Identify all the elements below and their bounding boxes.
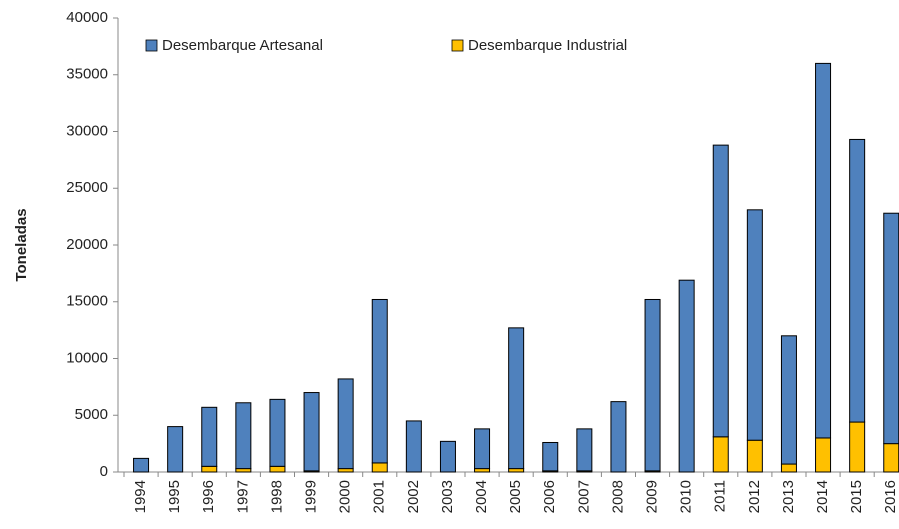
x-tick-label: 1998 — [268, 480, 285, 513]
bar-segment — [883, 212, 899, 445]
bar-segment — [371, 298, 388, 464]
bar-segment — [474, 468, 491, 473]
y-tick-label: 30000 — [66, 122, 108, 139]
bar-segment — [746, 439, 763, 473]
bar-segment — [133, 457, 150, 473]
bar-segment — [542, 441, 559, 472]
bar-segment — [235, 468, 252, 473]
bar-segment — [337, 468, 354, 473]
x-tick-label: 2014 — [814, 480, 831, 513]
y-tick-label: 25000 — [66, 179, 108, 196]
x-tick-label: 2007 — [575, 480, 592, 513]
bar-segment — [849, 138, 866, 423]
y-axis-label: Toneladas — [13, 208, 30, 281]
bar-segment — [337, 378, 354, 470]
x-tick-label: 2002 — [405, 480, 422, 513]
x-tick-label: 1997 — [234, 480, 251, 513]
x-tick-label: 2006 — [541, 480, 558, 513]
y-tick-label: 40000 — [66, 9, 108, 26]
x-tick-label: 2000 — [337, 480, 354, 513]
x-tick-label: 2003 — [439, 480, 456, 513]
bar-segment — [883, 443, 899, 473]
bar-segment — [201, 406, 218, 467]
y-tick-label: 20000 — [66, 236, 108, 253]
bar-segment — [371, 462, 388, 473]
legend-swatch — [145, 39, 158, 52]
x-tick-label: 1999 — [303, 480, 320, 513]
x-tick-label: 2001 — [371, 480, 388, 513]
bar-segment — [815, 437, 832, 473]
legend-label: Desembarque Industrial — [468, 37, 627, 54]
bar-segment — [678, 279, 695, 473]
x-tick-label: 1994 — [132, 480, 149, 513]
x-tick-label: 2009 — [644, 480, 661, 513]
bar-segment — [303, 392, 320, 472]
y-tick-label: 5000 — [75, 406, 108, 423]
legend-label: Desembarque Artesanal — [162, 37, 323, 54]
bar-segment — [780, 463, 797, 473]
x-tick-label: 2015 — [848, 480, 865, 513]
x-tick-label: 2011 — [712, 480, 729, 512]
x-tick-label: 2008 — [609, 480, 626, 513]
bar-segment — [269, 465, 286, 473]
bar-segment — [235, 402, 252, 470]
bar-segment — [576, 428, 593, 472]
bar-segment — [201, 465, 218, 473]
bar-segment — [712, 144, 729, 438]
x-tick-label: 2004 — [473, 480, 490, 513]
x-tick-label: 2012 — [746, 480, 763, 513]
bar-segment — [269, 398, 286, 467]
x-tick-label: 1995 — [166, 480, 183, 513]
x-tick-label: 2016 — [882, 480, 899, 513]
bar-segment — [780, 335, 797, 465]
legend-swatch — [451, 39, 464, 52]
bar-segment — [849, 421, 866, 473]
bar-segment — [644, 298, 661, 472]
y-tick-label: 0 — [100, 463, 108, 480]
y-tick-label: 35000 — [66, 66, 108, 83]
x-tick-label: 2005 — [507, 480, 524, 513]
bar-segment — [508, 327, 525, 470]
bar-segment — [746, 209, 763, 441]
bar-segment — [610, 401, 627, 473]
bar-segment — [167, 426, 184, 473]
bar-segment — [712, 436, 729, 473]
x-tick-label: 1996 — [200, 480, 217, 513]
bar-segment — [508, 468, 525, 473]
bar-segment — [439, 440, 456, 473]
bar-segment — [405, 420, 422, 473]
bar-segment — [474, 428, 491, 470]
bar-segment — [815, 62, 832, 439]
y-tick-label: 10000 — [66, 349, 108, 366]
x-tick-label: 2010 — [678, 480, 695, 513]
y-tick-label: 15000 — [66, 293, 108, 310]
x-tick-label: 2013 — [780, 480, 797, 513]
